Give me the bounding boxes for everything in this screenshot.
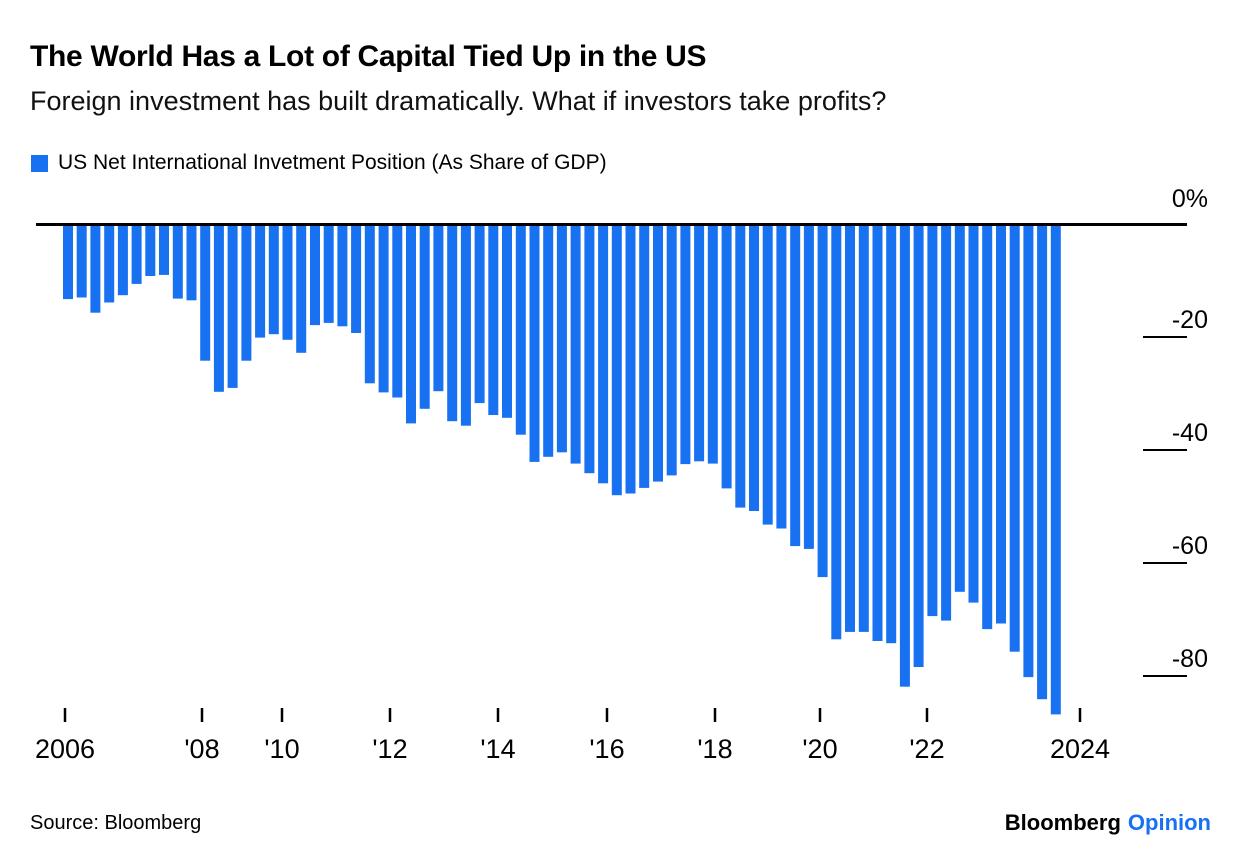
bar: [392, 225, 403, 398]
bar: [227, 225, 238, 388]
bar: [543, 225, 554, 457]
brand-logo-bloomberg: Bloomberg: [1004, 810, 1121, 835]
x-axis-label: '20: [802, 734, 837, 764]
bar: [378, 225, 389, 393]
bar: [872, 225, 883, 641]
bar: [145, 225, 156, 276]
bar: [996, 225, 1006, 624]
bar: [310, 225, 320, 326]
bar: [1050, 225, 1061, 715]
bar: [200, 225, 211, 361]
bar: [570, 225, 581, 464]
bar: [255, 225, 266, 338]
bar: [639, 225, 650, 488]
bar: [803, 225, 814, 549]
x-axis-label: 2006: [35, 734, 95, 764]
x-axis-label: '22: [909, 734, 944, 764]
bar: [954, 225, 965, 592]
x-axis-label: '08: [184, 734, 219, 764]
bar: [323, 225, 334, 323]
bar: [845, 225, 855, 632]
bar: [419, 225, 430, 409]
y-axis-label: -60: [1172, 532, 1208, 560]
bar: [90, 225, 101, 313]
bar: [282, 225, 293, 340]
bar: [625, 225, 636, 494]
bar: [502, 225, 512, 418]
brand-logo: Bloomberg Opinion: [1005, 810, 1211, 836]
x-axis-label: '12: [372, 734, 407, 764]
brand-logo-opinion: Opinion: [1127, 810, 1211, 835]
x-axis-label: '14: [480, 734, 515, 764]
y-axis-label: -20: [1172, 306, 1208, 334]
bar: [117, 225, 128, 296]
bar: [1037, 225, 1048, 700]
bar: [556, 225, 567, 453]
bar: [762, 225, 773, 525]
bar: [1009, 225, 1020, 652]
bar: [159, 225, 169, 275]
legend-label: US Net International Invetment Position …: [58, 151, 607, 174]
bar: [598, 225, 609, 484]
x-axis-label: '10: [264, 734, 299, 764]
bar: [941, 225, 952, 621]
bar: [186, 225, 197, 301]
bar: [858, 225, 869, 632]
bar: [447, 225, 458, 422]
bar: [172, 225, 183, 299]
bar: [982, 225, 993, 630]
bar: [611, 225, 622, 496]
page-subtitle: Foreign investment has built dramaticall…: [30, 86, 887, 116]
bar: [749, 225, 759, 511]
bar: [364, 225, 375, 384]
bar: [584, 225, 595, 474]
bar: [241, 225, 252, 361]
bar: [131, 225, 142, 284]
x-axis-label: '18: [697, 734, 732, 764]
bar: [968, 225, 979, 603]
y-axis-label: 0%: [1172, 185, 1208, 213]
bar: [735, 225, 746, 508]
x-axis-label: '16: [589, 734, 624, 764]
bar: [707, 225, 718, 464]
bar: [1023, 225, 1034, 678]
bar: [296, 225, 307, 353]
legend-swatch-icon: [31, 154, 48, 172]
y-axis-label: -40: [1172, 419, 1208, 447]
page-title: The World Has a Lot of Capital Tied Up i…: [30, 40, 707, 73]
bar: [776, 225, 787, 529]
legend: US Net International Invetment Position …: [31, 151, 607, 175]
bar: [721, 225, 732, 489]
bar: [460, 225, 471, 426]
bar: [268, 225, 279, 335]
bar: [474, 225, 485, 404]
bar: [104, 225, 115, 303]
bar: [817, 225, 828, 578]
bar: [213, 225, 224, 392]
bar: [433, 225, 444, 392]
bar: [831, 225, 842, 640]
bar: [515, 225, 526, 435]
bar: [337, 225, 348, 327]
bar: [899, 225, 910, 687]
bar: [529, 225, 540, 462]
bar: [913, 225, 924, 667]
x-axis-label: 2024: [1050, 734, 1110, 764]
bar: [63, 225, 73, 300]
bar: [653, 225, 663, 482]
bar: [790, 225, 801, 547]
bar: [680, 225, 691, 465]
source-note: Source: Bloomberg: [30, 812, 202, 834]
bar: [351, 225, 362, 333]
bar: [694, 225, 705, 462]
y-axis-label: -80: [1172, 645, 1208, 673]
bar: [406, 225, 416, 424]
bar-chart: 0% -20 -40 -60 -80 2006 '08 '10 '12 '14 '16 '18 '20 '…: [35, 185, 1208, 764]
bar: [488, 225, 499, 415]
bar: [76, 225, 87, 298]
bar: [927, 225, 938, 617]
bar: [886, 225, 897, 644]
bar: [666, 225, 677, 476]
